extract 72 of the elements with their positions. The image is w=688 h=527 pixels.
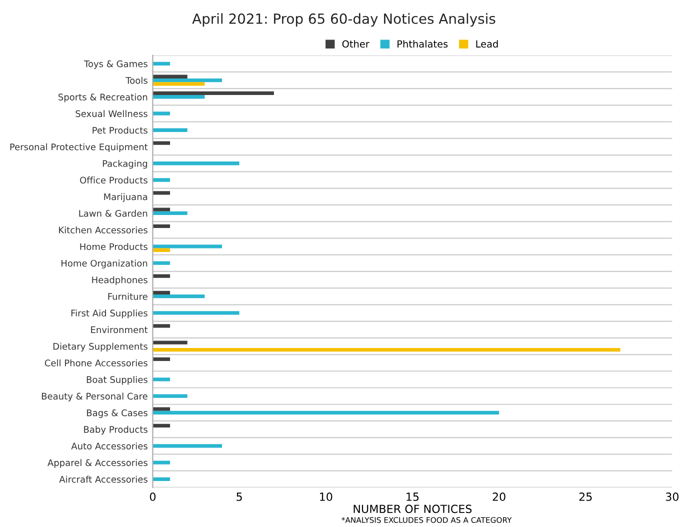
bar [152,378,170,382]
bar [152,261,170,265]
x-tick-label: 10 [320,492,332,501]
x-tick-label: 30 [666,492,679,501]
x-tick-label: 0 [150,492,156,501]
bar [152,95,205,99]
y-tick-label: Home Products [80,243,148,250]
chart-title: April 2021: Prop 65 60-day Notices Analysis [192,13,496,27]
bar [152,274,170,278]
bar [152,178,170,182]
y-tick-label: Baby Products [84,426,148,435]
y-tick-label: Auto Accessories [71,442,148,450]
y-tick-label: Office Products [80,176,148,184]
y-tick-label: Lawn & Garden [79,210,148,217]
bar [152,248,170,252]
y-tick-label: Aircraft Accessories [59,476,148,483]
bar [152,82,205,86]
bar [152,62,170,66]
x-axis-title: NUMBER OF NOTICES [354,504,472,514]
x-tick-label: 5 [236,492,242,501]
y-tick-label: Kitchen Accessories [59,226,148,234]
bar [152,477,170,481]
bar [152,224,170,228]
bar [152,460,170,464]
y-tick-label: Packaging [102,160,148,169]
bar [152,348,620,352]
bar [152,162,240,166]
bar [152,128,188,132]
x-tick-label: 15 [406,492,419,501]
y-tick-label: Beauty & Personal Care [42,392,148,402]
bar [152,340,188,344]
y-tick-label: Environment [91,326,148,334]
y-tick-label: Headphones [92,276,148,286]
bar [152,410,500,415]
y-tick-label: Toys & Games [84,60,148,69]
y-tick-label: Home Organization [62,260,148,268]
bar [152,244,222,248]
y-tick-label: Tools [126,76,148,84]
y-tick-label: Sexual Wellness [76,110,148,118]
bar [152,91,274,96]
y-tick-label: Cell Phone Accessories [44,359,148,366]
bar [152,294,205,298]
y-tick-label: Pet Products [92,126,148,134]
bar [152,357,170,361]
legend-label: Other [342,40,370,48]
y-tick-label: Sports & Recreation [58,93,148,102]
bar [152,311,240,315]
bar [152,74,188,78]
bar [152,141,170,145]
bar [152,208,170,212]
y-tick-label: Dietary Supplements [53,342,148,352]
bar [152,444,222,448]
y-tick-label: Boat Supplies [86,376,148,385]
y-tick-label: Personal Protective Equipment [10,143,148,152]
x-tick-label: 20 [492,492,506,501]
bar [152,324,170,328]
bar [152,211,188,216]
legend-label: Lead [476,40,498,48]
bar [152,407,170,411]
bar [152,112,170,116]
bar [152,290,170,295]
bar [152,78,222,82]
y-tick-label: First Aid Supplies [71,310,148,318]
bar [152,191,170,195]
y-tick-label: Apparel & Accessories [48,459,148,468]
legend-label: Phthalates [398,40,448,48]
y-tick-label: Marijuana [104,193,148,202]
bar [152,394,188,398]
y-tick-label: Bags & Cases [87,409,148,418]
x-tick-label: 25 [579,492,592,501]
bar [152,424,170,428]
y-tick-label: Furniture [108,292,148,300]
